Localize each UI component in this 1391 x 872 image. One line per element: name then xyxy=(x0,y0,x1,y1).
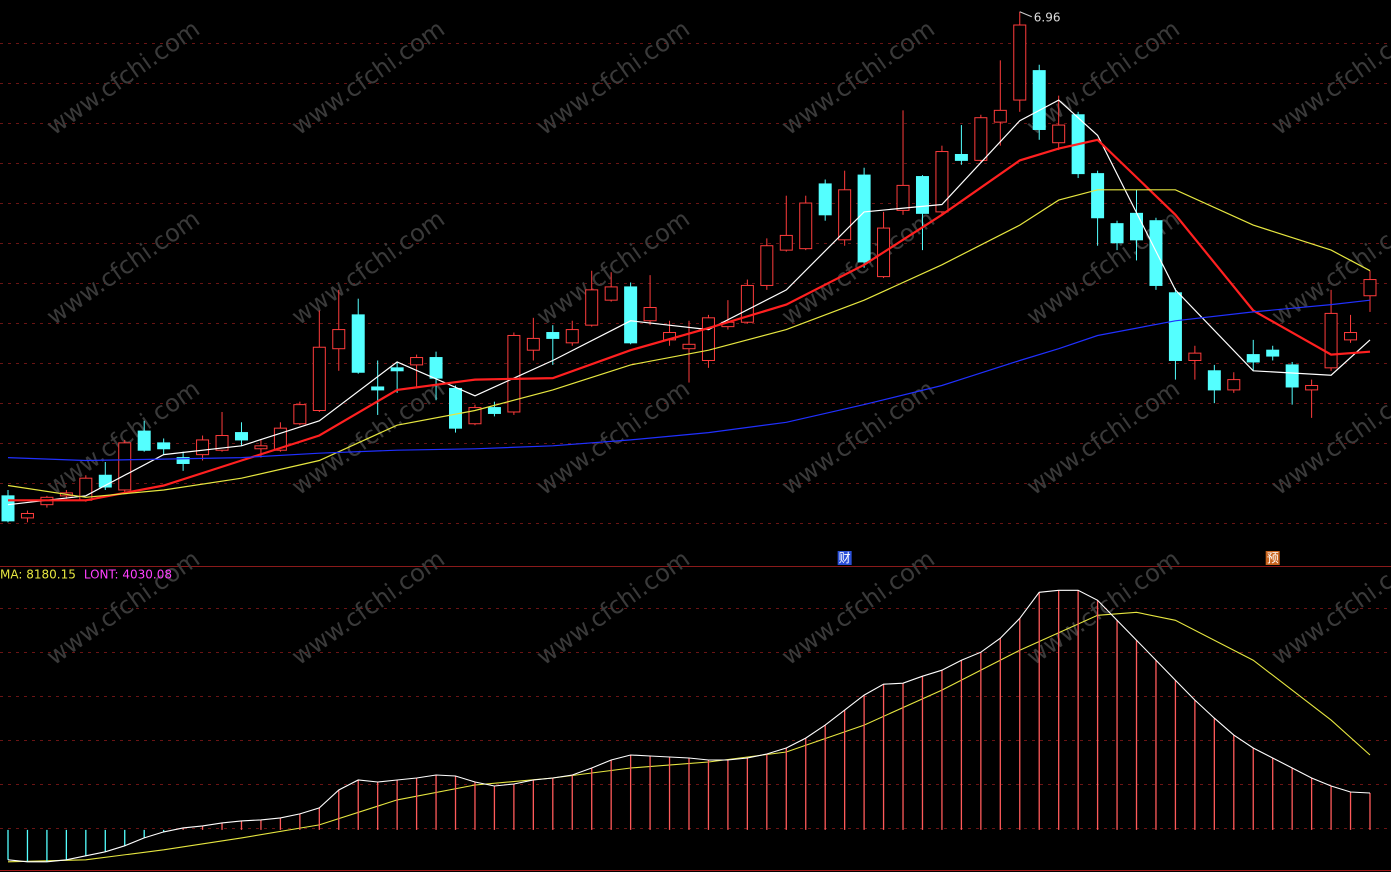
candle-body xyxy=(118,442,132,491)
ma-line xyxy=(7,99,1371,506)
candle-body xyxy=(1305,384,1319,391)
candle-body xyxy=(585,289,599,326)
candle-body xyxy=(526,337,540,351)
candle-body xyxy=(449,387,463,429)
candle-body xyxy=(1266,349,1280,357)
candle-body xyxy=(157,442,171,450)
candle-body xyxy=(215,435,229,451)
candle-body xyxy=(896,184,910,211)
candle-body xyxy=(1149,220,1163,286)
candle-body xyxy=(1091,173,1105,219)
candle-body xyxy=(1285,364,1299,388)
candle-body xyxy=(390,367,404,372)
indicator-line xyxy=(7,589,1371,863)
candle-body xyxy=(643,307,657,322)
candle-body xyxy=(332,329,346,350)
candle-body xyxy=(1188,352,1202,361)
candle-body xyxy=(838,189,852,241)
legend-label: LONT: 4030.08 xyxy=(84,568,172,582)
candle-body xyxy=(1363,279,1377,297)
candle-body xyxy=(312,346,326,412)
marker-label: 预 xyxy=(1267,551,1279,565)
candle-body xyxy=(20,513,34,519)
candle-body xyxy=(1246,354,1260,363)
candle-body xyxy=(857,174,871,263)
candle-body xyxy=(760,245,774,286)
legend-label: MA: 8180.15 xyxy=(0,568,76,582)
candle-body xyxy=(604,286,618,301)
candle-body xyxy=(137,430,151,451)
candle-body xyxy=(1110,223,1124,244)
candle-body xyxy=(351,314,365,373)
candle-body xyxy=(1207,370,1221,391)
candle-body xyxy=(429,357,443,379)
candle-body xyxy=(682,343,696,350)
ma-line xyxy=(7,299,1371,462)
peak-label: 6.96 xyxy=(1034,10,1061,24)
marker-box xyxy=(837,551,852,565)
candle-body xyxy=(546,332,560,339)
candle-body xyxy=(1052,124,1066,144)
candle-body xyxy=(779,234,793,251)
candle-body xyxy=(410,357,424,366)
candle-body xyxy=(993,109,1007,123)
candle-body xyxy=(371,386,385,391)
candle-body xyxy=(935,151,949,213)
candle-body xyxy=(98,474,112,488)
candle-body xyxy=(1227,379,1241,391)
candle-body xyxy=(234,432,248,441)
candle-body xyxy=(818,183,832,216)
ma-line xyxy=(7,189,1371,498)
candle-body xyxy=(1344,332,1358,341)
candle-body xyxy=(487,407,501,414)
indicator-line xyxy=(7,611,1371,863)
candle-body xyxy=(624,286,638,344)
candle-body xyxy=(1130,212,1144,241)
candle-body xyxy=(1013,24,1027,101)
candle-body xyxy=(1324,312,1338,369)
candle-body xyxy=(974,117,988,161)
candle-body xyxy=(915,176,929,214)
candle-body xyxy=(1032,70,1046,130)
candle-body xyxy=(507,334,521,413)
candle-body xyxy=(196,439,210,456)
candle-body xyxy=(799,202,813,250)
candle-body xyxy=(293,404,307,425)
candle-body xyxy=(740,284,754,323)
candle-body xyxy=(954,153,968,161)
candle-body xyxy=(1,495,15,522)
marker-box xyxy=(1265,551,1280,565)
annotation-arrow xyxy=(1019,11,1032,18)
candle-body xyxy=(701,317,715,361)
marker-label: 财 xyxy=(839,551,851,565)
candle-body xyxy=(254,445,268,450)
candle-body xyxy=(565,329,579,344)
candle-body xyxy=(176,457,190,464)
candle-body xyxy=(1168,292,1182,361)
